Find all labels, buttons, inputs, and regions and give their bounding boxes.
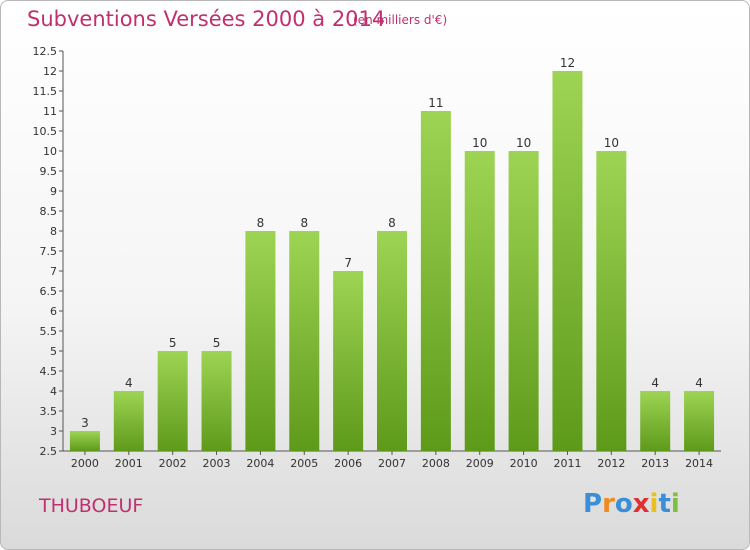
x-tick-label: 2008 [422,457,450,470]
y-tick-label: 4.5 [40,365,58,378]
y-tick-label: 3.5 [40,405,58,418]
y-tick-label: 8 [50,225,57,238]
y-tick-label: 3 [50,425,57,438]
logo-letter: i [649,489,659,519]
y-tick-label: 7 [50,265,57,278]
logo-letter: P [583,489,603,519]
bar [596,151,627,451]
y-tick-label: 11 [43,105,57,118]
data-label: 10 [516,136,531,150]
data-label: 4 [651,376,659,390]
proxiti-logo: Proxiti [583,489,680,519]
bar [420,111,451,451]
chart-title: Subventions Versées 2000 à 2014 [27,7,386,31]
bar [201,351,232,451]
bar [245,231,276,451]
x-tick-label: 2001 [115,457,143,470]
data-label: 4 [125,376,133,390]
data-label: 3 [81,416,89,430]
y-tick-label: 6.5 [40,285,58,298]
data-label: 8 [300,216,308,230]
data-label: 5 [213,336,221,350]
y-tick-label: 7.5 [40,245,58,258]
y-tick-label: 11.5 [33,85,58,98]
data-label: 10 [472,136,487,150]
x-tick-label: 2010 [510,457,538,470]
y-tick-label: 10 [43,145,57,158]
logo-letter: t [658,489,671,519]
bar [640,391,671,451]
logo-letter: x [632,489,650,519]
bar [464,151,495,451]
y-tick-label: 12.5 [33,45,58,58]
data-label: 8 [257,216,265,230]
x-tick-label: 2002 [159,457,187,470]
bar [289,231,320,451]
bar [113,391,144,451]
bar [684,391,715,451]
y-tick-label: 10.5 [33,125,58,138]
y-tick-label: 4 [50,385,57,398]
logo-letter: o [614,489,633,519]
x-tick-label: 2012 [597,457,625,470]
x-tick-label: 2013 [641,457,669,470]
bar [508,151,539,451]
bar [333,271,364,451]
y-tick-label: 8.5 [40,205,58,218]
bar [69,431,100,451]
data-label: 10 [604,136,619,150]
x-tick-label: 2009 [466,457,494,470]
logo-letter: i [670,489,680,519]
y-tick-label: 5.5 [40,325,58,338]
y-tick-label: 6 [50,305,57,318]
y-tick-label: 2.5 [40,445,58,458]
y-tick-label: 9 [50,185,57,198]
x-tick-label: 2014 [685,457,713,470]
x-tick-label: 2003 [203,457,231,470]
x-tick-label: 2007 [378,457,406,470]
x-tick-label: 2000 [71,457,99,470]
logo-letter: r [602,489,615,519]
data-label: 11 [428,96,443,110]
x-tick-label: 2005 [290,457,318,470]
data-label: 12 [560,56,575,70]
data-label: 8 [388,216,396,230]
bar [552,71,583,451]
y-tick-label: 5 [50,345,57,358]
bar [377,231,407,451]
chart-unit: (en milliers d'€) [353,13,448,27]
y-tick-label: 9.5 [40,165,58,178]
x-tick-label: 2004 [246,457,274,470]
data-label: 4 [695,376,703,390]
x-tick-label: 2011 [553,457,581,470]
bar [157,351,188,451]
data-label: 5 [169,336,177,350]
data-label: 7 [344,256,352,270]
location-name: THUBOEUF [39,495,144,517]
y-tick-label: 12 [43,65,57,78]
x-tick-label: 2006 [334,457,362,470]
